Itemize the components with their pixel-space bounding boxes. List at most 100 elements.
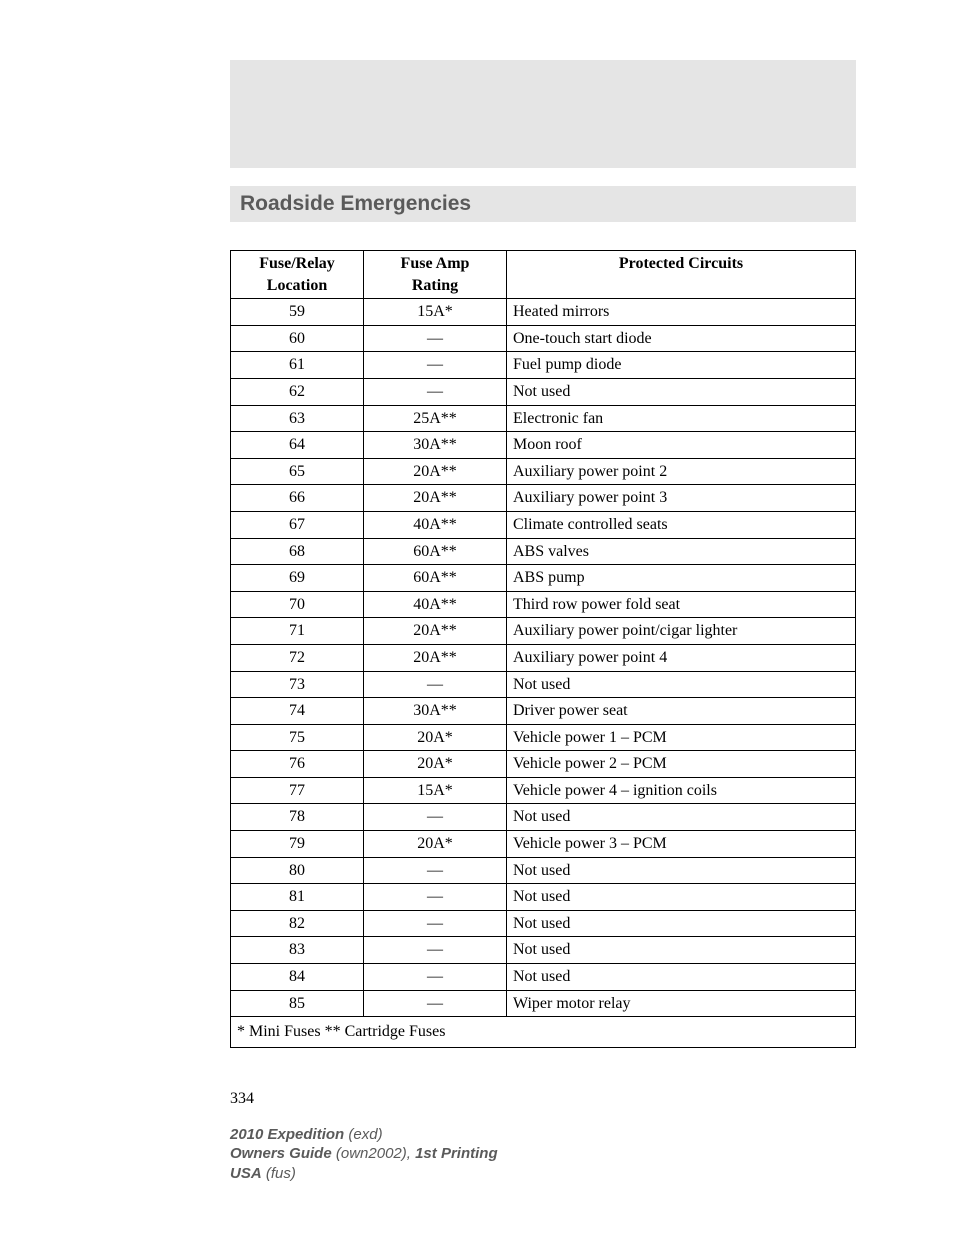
cell-location: 65 [231, 458, 364, 485]
cell-amp: — [364, 964, 507, 991]
cell-circuit: Auxiliary power point 4 [507, 644, 856, 671]
cell-circuit: Climate controlled seats [507, 511, 856, 538]
table-row: 6960A**ABS pump [231, 565, 856, 592]
cell-amp: 60A** [364, 565, 507, 592]
cell-amp: — [364, 671, 507, 698]
cell-location: 80 [231, 857, 364, 884]
table-row: 7430A**Driver power seat [231, 698, 856, 725]
cell-location: 71 [231, 618, 364, 645]
table-row: 84—Not used [231, 964, 856, 991]
cell-location: 61 [231, 352, 364, 379]
cell-amp: 40A** [364, 591, 507, 618]
cell-location: 68 [231, 538, 364, 565]
table-row: 6740A**Climate controlled seats [231, 511, 856, 538]
cell-circuit: Not used [507, 964, 856, 991]
cell-amp: 20A** [364, 458, 507, 485]
table-row: 83—Not used [231, 937, 856, 964]
cell-amp: 30A** [364, 698, 507, 725]
cell-circuit: Not used [507, 857, 856, 884]
cell-location: 60 [231, 325, 364, 352]
cell-circuit: Auxiliary power point/cigar lighter [507, 618, 856, 645]
cell-circuit: Moon roof [507, 432, 856, 459]
table-row: 61—Fuel pump diode [231, 352, 856, 379]
footer-model: 2010 Expedition [230, 1126, 344, 1143]
cell-location: 73 [231, 671, 364, 698]
cell-circuit: Not used [507, 884, 856, 911]
footer-sep: , [407, 1145, 415, 1162]
cell-circuit: Auxiliary power point 3 [507, 485, 856, 512]
cell-amp: — [364, 804, 507, 831]
cell-circuit: Fuel pump diode [507, 352, 856, 379]
cell-circuit: Auxiliary power point 2 [507, 458, 856, 485]
table-row: 7920A*Vehicle power 3 – PCM [231, 831, 856, 858]
cell-location: 84 [231, 964, 364, 991]
col-header-circuits: Protected Circuits [507, 251, 856, 299]
table-row: 6430A**Moon roof [231, 432, 856, 459]
footer-region-code: (fus) [262, 1165, 296, 1182]
footer-region: USA [230, 1165, 262, 1182]
cell-circuit: Not used [507, 910, 856, 937]
cell-circuit: Not used [507, 671, 856, 698]
table-row: 6325A**Electronic fan [231, 405, 856, 432]
header-spacer [230, 60, 856, 168]
table-row: 60—One-touch start diode [231, 325, 856, 352]
cell-location: 62 [231, 378, 364, 405]
cell-circuit: Heated mirrors [507, 299, 856, 326]
table-row: 81—Not used [231, 884, 856, 911]
cell-circuit: Electronic fan [507, 405, 856, 432]
cell-circuit: Not used [507, 937, 856, 964]
table-row: 82—Not used [231, 910, 856, 937]
footer-printing: 1st Printing [415, 1145, 498, 1162]
fuse-table: Fuse/RelayLocation Fuse AmpRating Protec… [230, 250, 856, 1048]
cell-location: 76 [231, 751, 364, 778]
cell-location: 59 [231, 299, 364, 326]
cell-location: 83 [231, 937, 364, 964]
cell-amp: — [364, 378, 507, 405]
cell-location: 77 [231, 777, 364, 804]
cell-amp: 20A* [364, 724, 507, 751]
cell-location: 85 [231, 990, 364, 1017]
table-row: 6860A**ABS valves [231, 538, 856, 565]
footer: 2010 Expedition (exd) Owners Guide (own2… [230, 1125, 498, 1184]
table-row: 7220A**Auxiliary power point 4 [231, 644, 856, 671]
table-row: 6620A**Auxiliary power point 3 [231, 485, 856, 512]
cell-amp: 20A** [364, 644, 507, 671]
table-row: 7120A**Auxiliary power point/cigar light… [231, 618, 856, 645]
cell-amp: — [364, 990, 507, 1017]
footer-line-1: 2010 Expedition (exd) [230, 1125, 498, 1145]
table-row: 73—Not used [231, 671, 856, 698]
table-header-row: Fuse/RelayLocation Fuse AmpRating Protec… [231, 251, 856, 299]
section-title-bar: Roadside Emergencies [230, 186, 856, 222]
footer-model-code: (exd) [344, 1126, 382, 1143]
cell-location: 63 [231, 405, 364, 432]
cell-location: 74 [231, 698, 364, 725]
cell-location: 75 [231, 724, 364, 751]
cell-amp: — [364, 857, 507, 884]
cell-circuit: Vehicle power 4 – ignition coils [507, 777, 856, 804]
cell-amp: — [364, 884, 507, 911]
cell-amp: 20A** [364, 618, 507, 645]
cell-location: 66 [231, 485, 364, 512]
footer-guide: Owners Guide [230, 1145, 332, 1162]
table-row: 5915A*Heated mirrors [231, 299, 856, 326]
col-header-amp: Fuse AmpRating [364, 251, 507, 299]
cell-location: 79 [231, 831, 364, 858]
footer-line-2: Owners Guide (own2002), 1st Printing [230, 1144, 498, 1164]
cell-circuit: ABS pump [507, 565, 856, 592]
table-row: 7040A**Third row power fold seat [231, 591, 856, 618]
cell-circuit: Vehicle power 3 – PCM [507, 831, 856, 858]
cell-amp: — [364, 937, 507, 964]
cell-amp: 25A** [364, 405, 507, 432]
cell-circuit: One-touch start diode [507, 325, 856, 352]
section-title: Roadside Emergencies [240, 192, 471, 215]
cell-location: 67 [231, 511, 364, 538]
table-row: 7620A*Vehicle power 2 – PCM [231, 751, 856, 778]
cell-circuit: Vehicle power 2 – PCM [507, 751, 856, 778]
table-row: 78—Not used [231, 804, 856, 831]
cell-amp: — [364, 352, 507, 379]
cell-amp: 20A* [364, 751, 507, 778]
table-row: 7715A*Vehicle power 4 – ignition coils [231, 777, 856, 804]
cell-circuit: Vehicle power 1 – PCM [507, 724, 856, 751]
table-row: 62—Not used [231, 378, 856, 405]
cell-amp: — [364, 910, 507, 937]
